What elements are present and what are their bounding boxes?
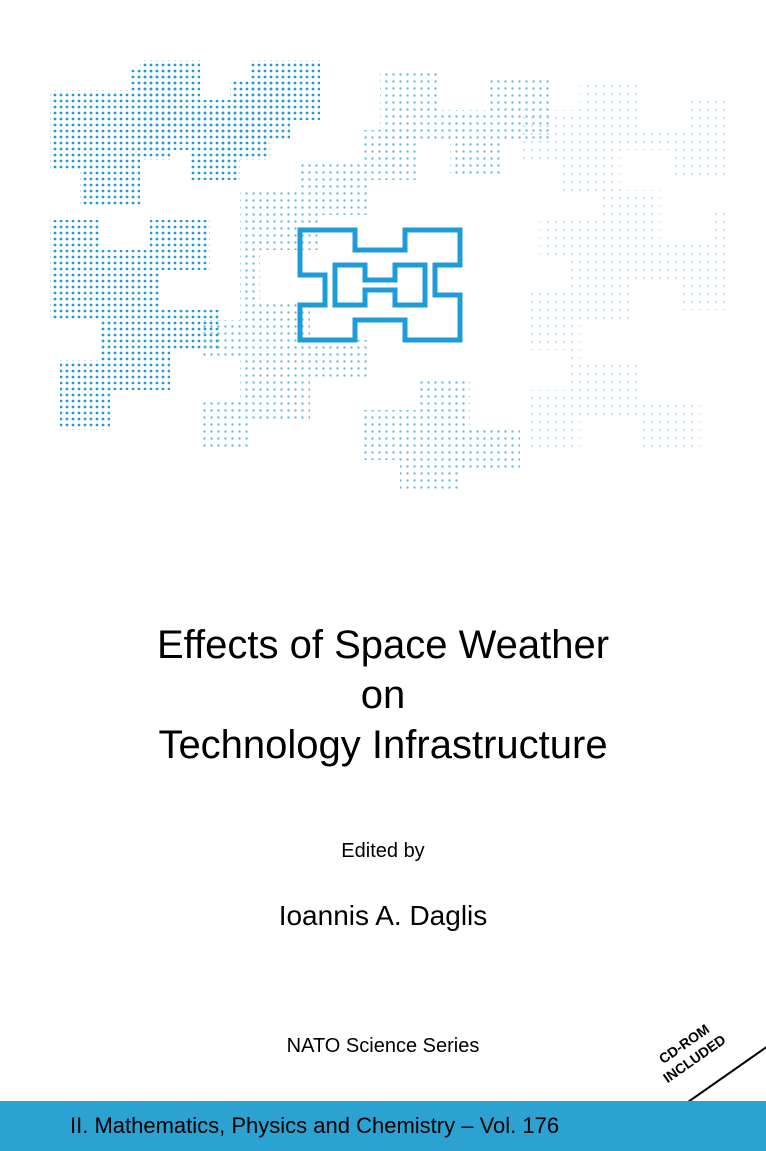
editor-name: Ioannis A. Daglis — [0, 900, 766, 932]
edited-by-label: Edited by — [0, 840, 766, 863]
series-bar-text: II. Mathematics, Physics and Chemistry –… — [70, 1113, 559, 1139]
book-title: Effects of Space Weather on Technology I… — [0, 620, 766, 770]
title-line-3: Technology Infrastructure — [0, 720, 766, 770]
title-line-1: Effects of Space Weather — [0, 620, 766, 670]
series-bar: II. Mathematics, Physics and Chemistry –… — [0, 1101, 766, 1151]
title-line-2: on — [0, 670, 766, 720]
cover-graphic — [40, 50, 726, 510]
